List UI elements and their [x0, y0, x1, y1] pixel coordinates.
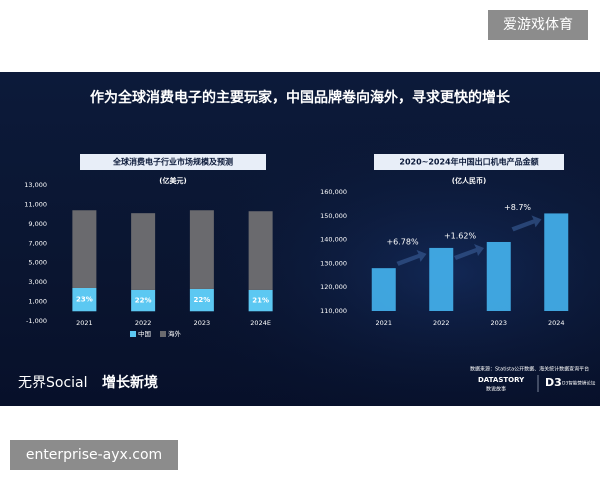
bar: [429, 247, 454, 311]
y-tick-label: 13,000: [24, 181, 47, 189]
bar-segment: [189, 288, 214, 312]
chart-title-box: [80, 154, 266, 170]
y-tick-label: 110,000: [320, 307, 347, 315]
badge-bg: [488, 10, 588, 40]
annotation: +1.62%: [444, 231, 477, 240]
y-tick-label: -1,000: [26, 317, 47, 325]
y-tick-label: 150,000: [320, 212, 347, 220]
y-tick-label: 1,000: [28, 298, 47, 306]
brand-tagline: 增长新境: [102, 374, 158, 391]
x-tick-label: 2022: [135, 319, 152, 327]
y-tick-label: 130,000: [320, 259, 347, 267]
bar-segment: [72, 287, 97, 312]
logo-d3: D3: [545, 376, 562, 389]
bar: [544, 213, 569, 311]
brand: 无界Social: [18, 375, 88, 391]
share-label: 22%: [135, 297, 152, 305]
bar-segment: [189, 210, 214, 289]
x-tick-label: 2024: [548, 319, 565, 327]
source: 数据来源：Statista公开数据、海关统计数据查询平台: [470, 366, 589, 373]
annotation: +6.78%: [386, 237, 419, 246]
x-tick-label: 2022: [433, 319, 450, 327]
legend-label: 中国: [138, 329, 151, 338]
bar-segment: [248, 289, 273, 312]
bar-segment: [72, 210, 97, 288]
watermark-bottom: enterprise-ayx.com: [26, 447, 162, 463]
y-tick-label: 140,000: [320, 236, 347, 244]
x-tick-label: 2024E: [250, 319, 271, 327]
growth-arrow: [454, 243, 484, 260]
share-label: 21%: [252, 297, 269, 305]
growth-arrow: [396, 249, 427, 266]
y-tick-label: 9,000: [28, 220, 47, 228]
chart-title: 2020~2024年中国出口机电产品金额: [399, 157, 538, 167]
logo-datastory-sub: 数说故事: [486, 386, 506, 393]
watermark-top: 爱游戏体育: [503, 17, 573, 33]
logo-datastory: DATASTORY: [478, 376, 525, 384]
share-label: 23%: [76, 296, 93, 304]
bar-segment: [131, 213, 156, 290]
x-tick-label: 2021: [76, 319, 93, 327]
annotation: +8.7%: [504, 203, 531, 212]
y-tick-label: 160,000: [320, 188, 347, 196]
slide-title: 作为全球消费电子的主要玩家，中国品牌卷向海外，寻求更快的增长: [90, 89, 511, 106]
y-tick-label: 5,000: [28, 259, 47, 267]
bar-segment: [248, 211, 273, 290]
x-tick-label: 2023: [490, 319, 507, 327]
logo-d3-sub: D3智能营销论坛: [562, 380, 596, 387]
bar-segment: [131, 289, 156, 312]
chart-title: 全球消费电子行业市场规模及预测: [112, 157, 233, 167]
bar: [486, 241, 511, 311]
legend-swatch: [130, 331, 136, 337]
legend-label: 海外: [168, 329, 182, 338]
share-label: 22%: [193, 296, 210, 304]
chart-title-box: [374, 154, 564, 170]
y-tick-label: 120,000: [320, 283, 347, 291]
legend-swatch: [160, 331, 166, 337]
x-tick-label: 2023: [194, 319, 211, 327]
bar: [371, 268, 396, 311]
x-tick-label: 2021: [375, 319, 392, 327]
y-tick-label: 11,000: [24, 200, 47, 208]
badge-bg: [10, 440, 178, 470]
growth-arrow: [511, 215, 542, 232]
chart-subtitle: (亿美元): [159, 176, 186, 185]
slide-glow: [0, 72, 600, 406]
y-tick-label: 7,000: [28, 239, 47, 247]
y-tick-label: 3,000: [28, 278, 47, 286]
chart-subtitle: (亿人民币): [452, 176, 486, 185]
